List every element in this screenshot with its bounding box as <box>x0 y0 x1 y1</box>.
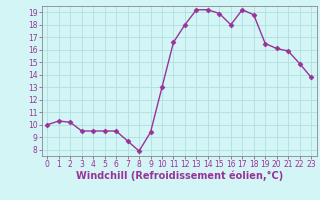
X-axis label: Windchill (Refroidissement éolien,°C): Windchill (Refroidissement éolien,°C) <box>76 171 283 181</box>
